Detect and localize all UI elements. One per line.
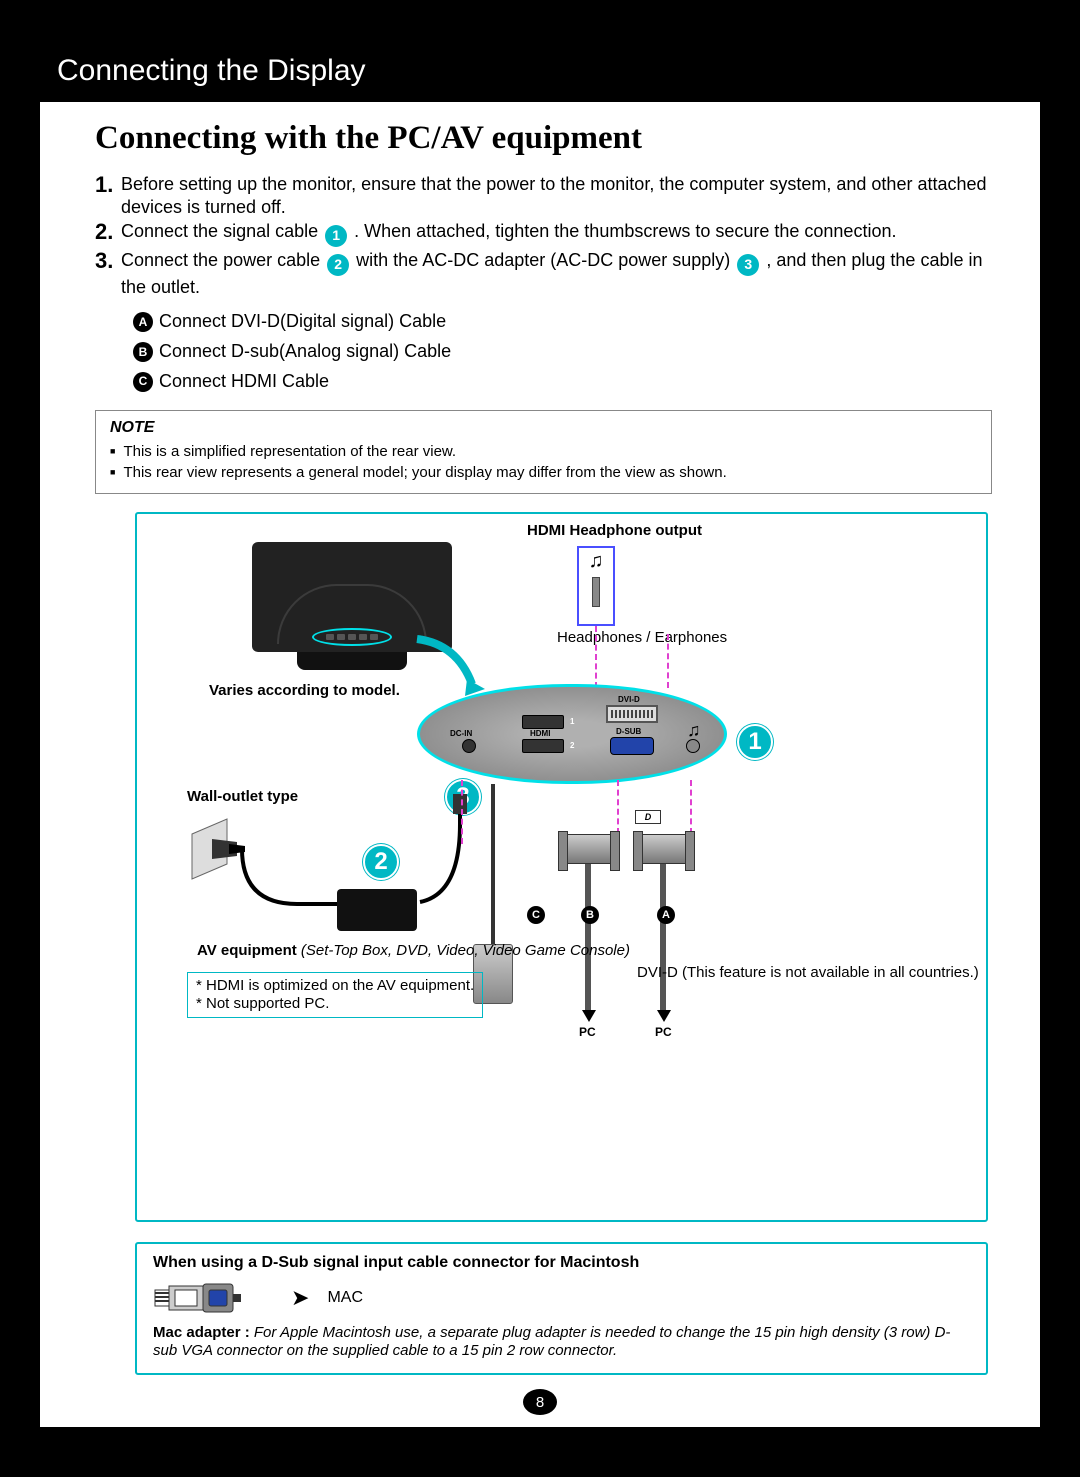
step-3-p2: with the AC-DC adapter (AC-DC power supp… — [356, 250, 735, 270]
zoom-arrow-icon — [407, 634, 487, 704]
av-equipment-label: AV equipment (Set-Top Box, DVD, Video, V… — [197, 942, 630, 959]
callout-1-icon: 1 — [737, 724, 773, 760]
cable-a-text: Connect DVI-D(Digital signal) Cable — [159, 308, 446, 336]
pc-label-2: PC — [655, 1025, 672, 1039]
adapter-cord-icon — [415, 794, 495, 904]
dashed-line — [617, 780, 619, 834]
cable-a-icon — [660, 864, 666, 1014]
dashed-line — [461, 780, 463, 844]
circle-2-icon: 2 — [327, 254, 349, 276]
cable-b-icon — [585, 864, 591, 1014]
content: Connecting with the PC/AV equipment 1. B… — [40, 102, 1040, 1375]
audio-out-icon: ♫ — [687, 720, 701, 741]
step-1: 1. Before setting up the monitor, ensure… — [95, 173, 998, 218]
hdmi-note-box: * HDMI is optimized on the AV equipment.… — [187, 972, 483, 1018]
dvid-port-icon — [606, 705, 658, 723]
hdmi2-port-icon — [522, 739, 564, 753]
step-3-num: 3. — [95, 247, 113, 275]
pc-label-1: PC — [579, 1025, 596, 1039]
letter-b-icon: B — [133, 342, 153, 362]
note-1: This is a simplified representation of t… — [110, 441, 977, 462]
header-bar: Connecting the Display — [39, 44, 1041, 102]
dvid-label: DVI-D — [618, 695, 640, 704]
hdmi-label: HDMI — [530, 729, 550, 738]
step-3: 3. Connect the power cable 2 with the AC… — [95, 249, 998, 298]
port-panel: DC-IN HDMI DVI-D D-SUB 1 2 — [417, 684, 727, 784]
page: Connecting the Display Connecting with t… — [0, 0, 1080, 1477]
mac-adapter-icon — [153, 1280, 273, 1316]
hdmi-headphone-label: HDMI Headphone output — [527, 522, 702, 539]
headphone-port-box: ♫ — [577, 546, 615, 626]
note-2: This rear view represents a general mode… — [110, 462, 977, 483]
wall-outlet-label: Wall-outlet type — [187, 788, 298, 805]
dsub-label: D-SUB — [616, 727, 641, 736]
dsub-plug-icon — [567, 834, 611, 864]
step-3-p1: Connect the power cable — [121, 250, 325, 270]
step-2-p2: . When attached, tighten the thumbscrews… — [354, 221, 896, 241]
hdmi-cable-icon — [491, 784, 495, 944]
circle-3-icon: 3 — [737, 254, 759, 276]
hdmi1-port-icon — [522, 715, 564, 729]
letter-c-icon: C — [133, 372, 153, 392]
page-number-badge: 8 — [523, 1389, 557, 1415]
cable-list: A Connect DVI-D(Digital signal) Cable B … — [133, 308, 998, 396]
arrow-down-icon — [582, 1010, 596, 1022]
step-2-num: 2. — [95, 218, 113, 246]
adapter-icon — [337, 889, 417, 931]
section-title: Connecting with the PC/AV equipment — [95, 120, 998, 157]
headphones-text: Headphones / Earphones — [557, 630, 727, 647]
step-2-p1: Connect the signal cable — [121, 221, 323, 241]
dashed-line — [667, 634, 669, 688]
cable-c-text: Connect HDMI Cable — [159, 368, 329, 396]
conn-a-icon: A — [657, 906, 675, 924]
headphone-icon: ♫ — [579, 548, 613, 573]
mac-title: When using a D-Sub signal input cable co… — [153, 1254, 970, 1272]
conn-c-icon: C — [527, 906, 545, 924]
dsub-port-icon — [610, 737, 654, 755]
dvid-plug-icon — [642, 834, 686, 864]
arrow-right-icon: ➤ — [291, 1285, 309, 1311]
dashed-line — [595, 626, 597, 688]
header-title: Connecting the Display — [57, 54, 1023, 88]
conn-b-icon: B — [581, 906, 599, 924]
step-1-text: Before setting up the monitor, ensure th… — [121, 174, 987, 217]
varies-label: Varies according to model. — [209, 682, 400, 699]
dcin-port-icon — [462, 739, 476, 753]
headphone-jack-icon — [592, 577, 600, 607]
audio-port-icon — [686, 739, 700, 753]
dashed-line — [690, 780, 692, 834]
cable-c: C Connect HDMI Cable — [133, 368, 998, 396]
note-box: NOTE This is a simplified representation… — [95, 410, 992, 494]
cable-b-text: Connect D-sub(Analog signal) Cable — [159, 338, 451, 366]
connection-diagram: HDMI Headphone output ♫ Headphones / Ear… — [135, 512, 988, 1222]
callout-2-icon: 2 — [363, 844, 399, 880]
mac-adapter-box: When using a D-Sub signal input cable co… — [135, 1242, 988, 1376]
dvid-availability-note: DVI-D (This feature is not available in … — [637, 964, 979, 981]
step-2: 2. Connect the signal cable 1 . When att… — [95, 220, 998, 247]
dcin-label: DC-IN — [450, 729, 472, 738]
mac-label: MAC — [327, 1289, 363, 1307]
letter-a-icon: A — [133, 312, 153, 332]
d-icon: D — [635, 810, 661, 824]
note-title: NOTE — [110, 419, 977, 437]
step-1-num: 1. — [95, 171, 113, 199]
cable-a: A Connect DVI-D(Digital signal) Cable — [133, 308, 998, 336]
cable-b: B Connect D-sub(Analog signal) Cable — [133, 338, 998, 366]
circle-1-icon: 1 — [325, 225, 347, 247]
page-number: 8 — [523, 1389, 557, 1415]
arrow-down-icon — [657, 1010, 671, 1022]
mac-row: ➤ MAC — [153, 1280, 970, 1316]
mac-adapter-text: Mac adapter : For Apple Macintosh use, a… — [153, 1324, 970, 1362]
